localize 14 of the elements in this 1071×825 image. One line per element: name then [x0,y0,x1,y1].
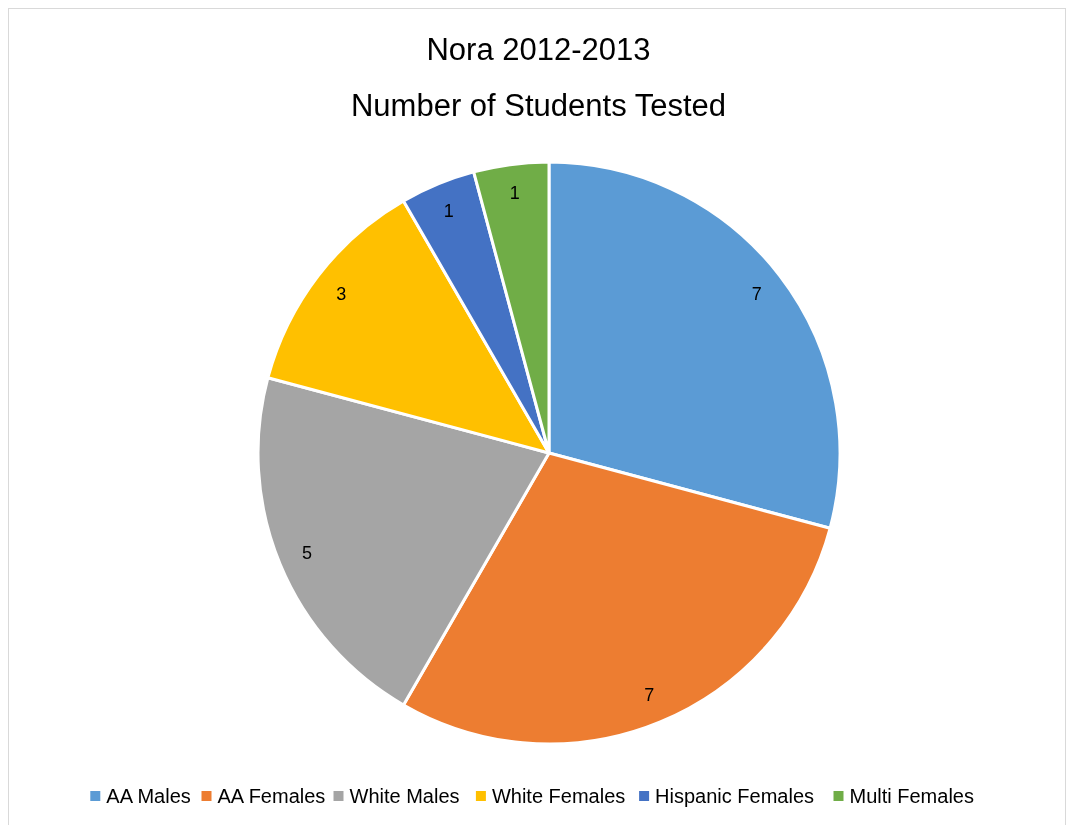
chart-title: Nora 2012-2013 [426,32,651,67]
legend-label: White Males [349,785,460,807]
chart-subtitle: Number of Students Tested [350,88,727,123]
data-label: 7 [751,283,762,304]
legend-label: Multi Females [849,785,974,807]
data-label: 5 [302,543,313,564]
legend-label: White Females [491,785,626,807]
data-label: 1 [443,201,454,222]
legend-label: AA Females [217,785,326,807]
legend-label: AA Males [106,785,191,807]
data-label: 7 [644,684,655,705]
data-label: 1 [509,183,520,204]
data-label: 3 [336,283,347,304]
legend-label: Hispanic Females [655,785,815,807]
